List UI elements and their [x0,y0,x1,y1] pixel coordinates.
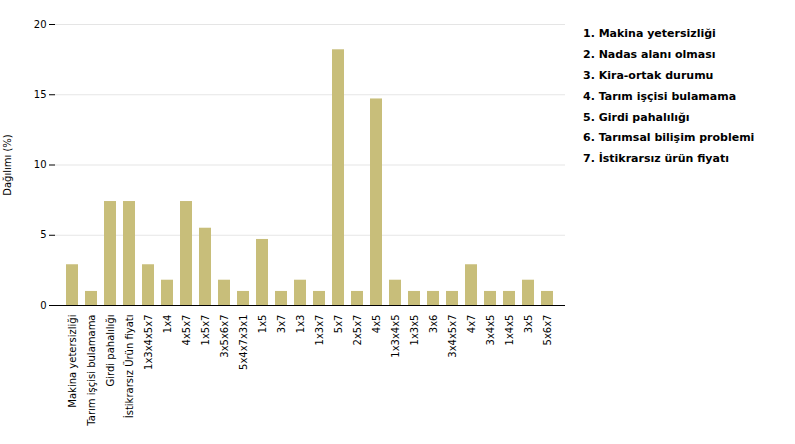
svg-text:1x3x4x5x7: 1x3x4x5x7 [143,315,154,370]
svg-text:1x3: 1x3 [295,315,306,334]
svg-text:20: 20 [34,19,47,30]
html-text:1. Makina yetersizliği: 1. Makina yetersizliği [583,27,716,40]
html-text:6. Tarımsal bilişim problemi: 6. Tarımsal bilişim problemi [583,131,755,145]
html-text:4. Tarım işçisi bulamama: 4. Tarım işçisi bulamama [583,89,737,103]
svg-text:Makina yetersizliği: Makina yetersizliği [67,315,78,408]
svg-text:15: 15 [34,89,47,100]
svg-text:3x5: 3x5 [523,315,534,334]
svg-text:3x5x6x7: 3x5x6x7 [219,315,230,358]
svg-text:0: 0 [40,300,46,311]
html-text:7. İstikrarsız ürün fiyatı: 7. İstikrarsız ürün fiyatı [583,152,729,166]
svg-text:1x4x5: 1x4x5 [504,315,515,346]
svg-text:1x5: 1x5 [257,315,268,334]
svg-text:5x7: 5x7 [333,315,344,334]
svg-text:Tarım işçisi bulamama: Tarım işçisi bulamama [86,315,97,427]
html-text:5. Girdi pahalılığı: 5. Girdi pahalılığı [583,110,690,124]
svg-text:4x5: 4x5 [371,315,382,334]
html-text:2. Nadas alanı olması: 2. Nadas alanı olması [583,47,716,61]
html-text:3. Kira-ortak durumu: 3. Kira-ortak durumu [583,68,714,82]
svg-text:5x6x7: 5x6x7 [542,315,553,346]
svg-text:1x3x4x5: 1x3x4x5 [390,315,401,358]
svg-text:10: 10 [34,159,47,170]
svg-text:3x6: 3x6 [428,315,439,334]
svg-text:Girdi pahalılığı: Girdi pahalılığı [105,315,116,387]
svg-text:3x7: 3x7 [276,315,287,334]
svg-text:1x3x7: 1x3x7 [314,315,325,346]
svg-text:İstikrarsız Ürün fiyatı: İstikrarsız Ürün fiyatı [123,315,135,419]
svg-text:5x4x7x3x1: 5x4x7x3x1 [238,315,249,370]
svg-text:4x5x7: 4x5x7 [181,315,192,346]
svg-text:1x4: 1x4 [162,315,173,334]
svg-text:1x5x7: 1x5x7 [200,315,211,346]
svg-text:3x4x5: 3x4x5 [485,315,496,346]
svg-text:5: 5 [40,229,46,240]
svg-text:1x3x5: 1x3x5 [409,315,420,346]
svg-text:2x5x7: 2x5x7 [352,315,363,346]
svg-text:Dağılımı (%): Dağılımı (%) [2,134,13,196]
svg-text:3x4x5x7: 3x4x5x7 [447,315,458,358]
svg-text:4x7: 4x7 [466,315,477,334]
